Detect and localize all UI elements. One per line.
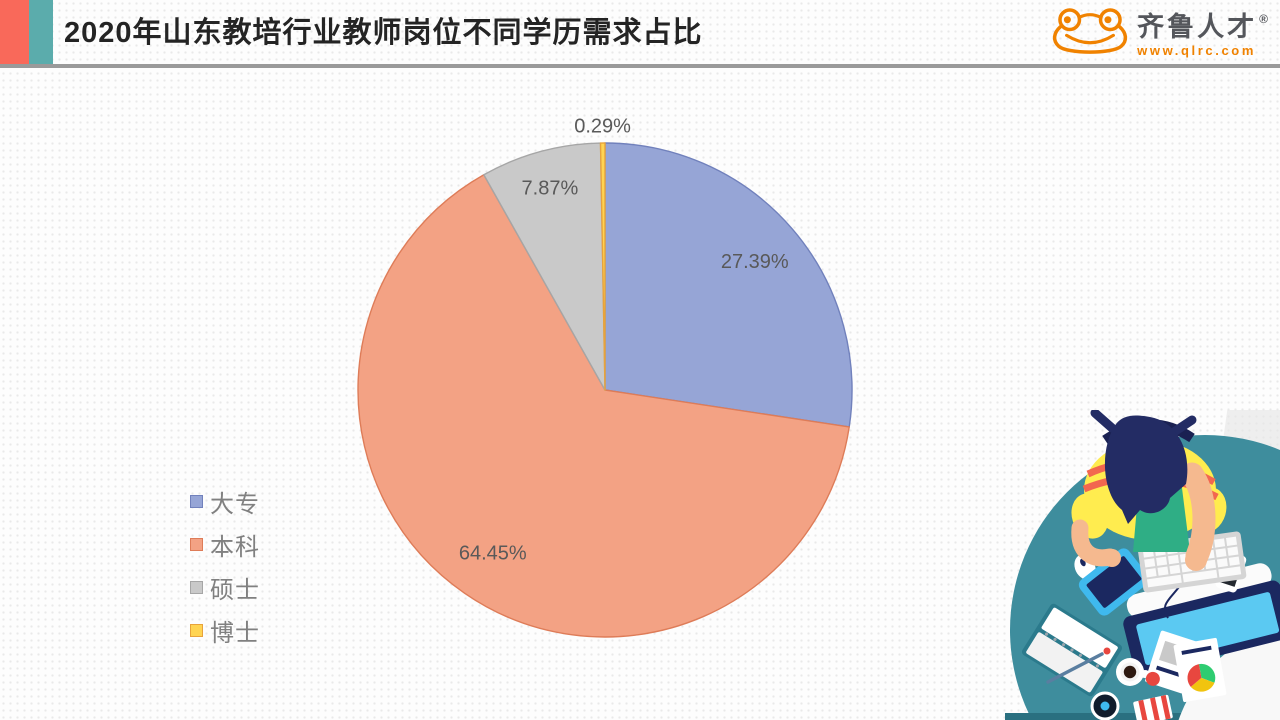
- legend-label: 博士: [210, 620, 260, 647]
- pie-label-博士: 0.29%: [574, 116, 631, 138]
- header-accent-teal-bar: [29, 0, 53, 64]
- left-hand: [1103, 549, 1121, 567]
- tablet: [1078, 548, 1150, 616]
- registered-mark: ®: [1259, 12, 1268, 26]
- person-hair: [1104, 415, 1188, 524]
- legend-item-硕士: 硕士: [190, 566, 260, 609]
- pie-chart: 27.39% 64.45% 7.87% 0.29%: [357, 116, 853, 638]
- legend-swatch: [190, 624, 203, 637]
- legend-item-博士: 博士: [190, 609, 260, 652]
- legend-swatch: [190, 581, 203, 594]
- logo-brand-text: 齐鲁人才: [1137, 12, 1258, 42]
- header: 2020年山东教培行业教师岗位不同学历需求占比 齐鲁人才 ® w: [0, 0, 1280, 64]
- header-divider: [0, 64, 1280, 68]
- legend-item-本科: 本科: [190, 523, 260, 566]
- hair-tuft-left: [1090, 410, 1117, 433]
- logo-text-column: 齐鲁人才 ® www.qlrc.com: [1137, 6, 1268, 58]
- striped-pad: [1133, 694, 1173, 720]
- chart-legend: 大专 本科 硕士 博士: [190, 480, 260, 652]
- camera-lens-center: [1100, 701, 1110, 711]
- logo: 齐鲁人才 ® www.qlrc.com: [1051, 6, 1268, 60]
- pie-slice-本科: [357, 174, 850, 638]
- right-arm: [1180, 462, 1216, 568]
- pie-label-大专: 27.39%: [721, 251, 789, 273]
- pie-slice-博士: [599, 142, 606, 391]
- header-accent-red-bar: [0, 0, 29, 64]
- pie-label-本科: 64.45%: [459, 543, 527, 565]
- pie-chart-sheet: [1173, 637, 1227, 703]
- right-hand: [1185, 549, 1207, 571]
- frog-logo-icon: [1053, 8, 1128, 54]
- logo-website-text: www.qlrc.com: [1137, 43, 1257, 58]
- page-title: 2020年山东教培行业教师岗位不同学历需求占比: [64, 17, 703, 49]
- pen-tip: [1103, 647, 1111, 655]
- legend-swatch: [190, 495, 203, 508]
- hair-tuft-right: [1169, 415, 1197, 437]
- legend-label: 大专: [210, 491, 260, 518]
- legend-label: 硕士: [210, 577, 260, 604]
- legend-swatch: [190, 538, 203, 551]
- legend-label: 本科: [210, 534, 260, 561]
- pie-label-硕士: 7.87%: [522, 177, 579, 199]
- legend-item-大专: 大专: [190, 480, 260, 523]
- coffee-cup: [1116, 658, 1150, 686]
- notebook: [1021, 603, 1123, 697]
- pie-slice-大专: [604, 142, 853, 428]
- pen: [1046, 652, 1104, 684]
- desk-illustration: [1005, 410, 1280, 720]
- pie-slice-硕士: [483, 142, 606, 391]
